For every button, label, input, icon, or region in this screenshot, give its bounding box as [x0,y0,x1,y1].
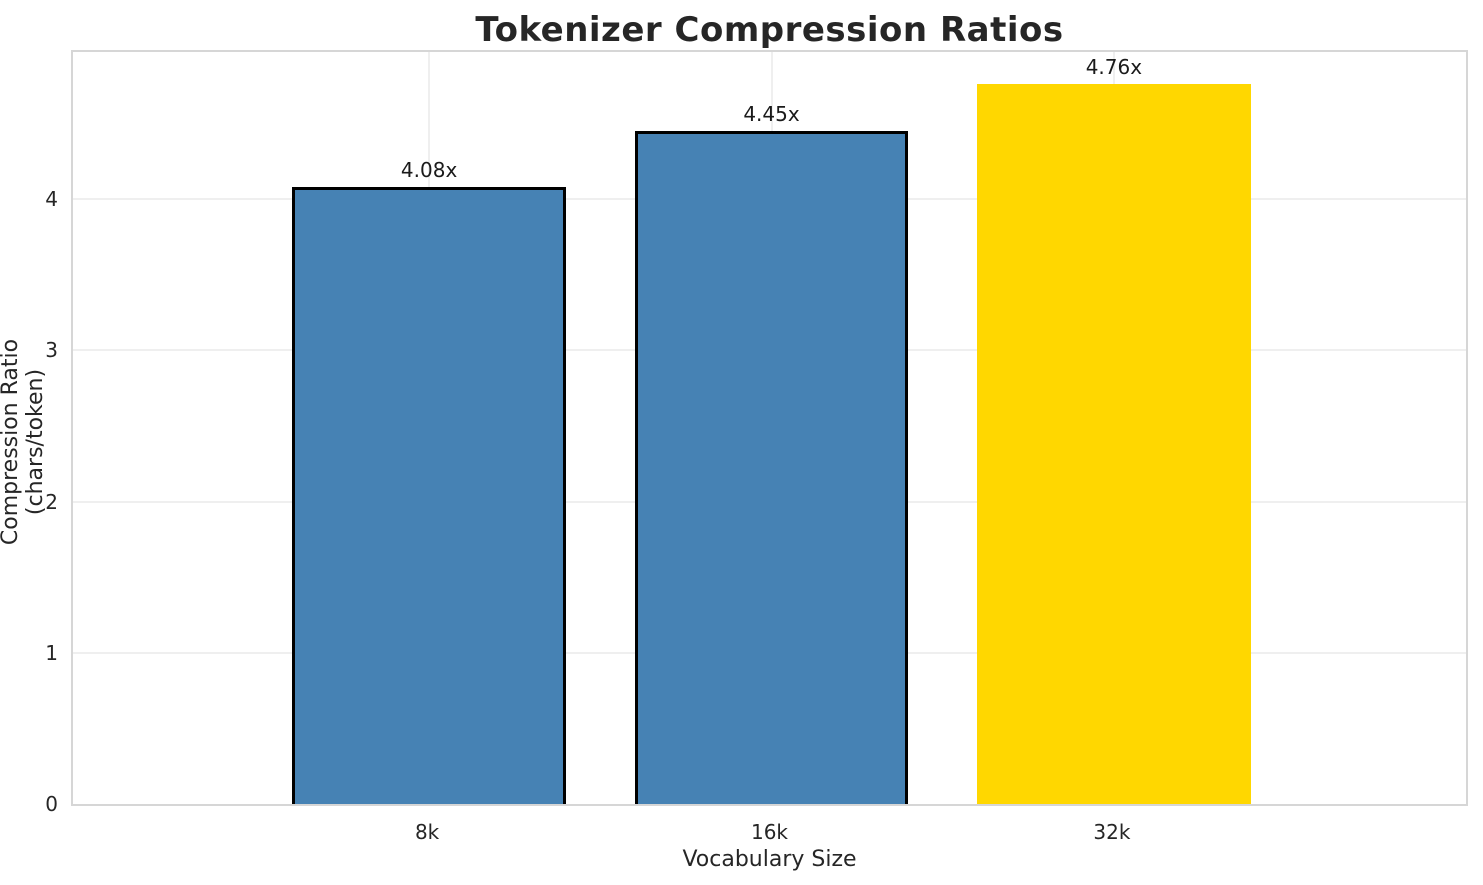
bar-16k [634,131,909,804]
ytick-label-3: 3 [45,338,58,363]
bar-8k [292,187,567,804]
bar-32k [976,84,1251,804]
chart-title: Tokenizer Compression Ratios [475,10,1064,50]
ytick-label-0: 0 [45,792,58,816]
xtick-label-32k: 32k [1093,820,1131,844]
x-axis-label: Vocabulary Size [682,847,857,872]
bar-value-label-32k: 4.76x [1085,55,1143,80]
plot-area: 4.08x 4.45x 4.76x [71,50,1468,806]
bar-value-label-16k: 4.45x [743,102,800,127]
bar-value-label-8k: 4.08x [400,158,458,183]
ytick-label-1: 1 [45,640,58,665]
ytick-label-4: 4 [45,187,58,212]
y-axis-label: Compression Ratio (chars/token) [0,338,48,546]
xtick-label-16k: 16k [750,820,789,844]
ytick-label-2: 2 [45,489,58,514]
xtick-label-8k: 8k [414,820,440,844]
